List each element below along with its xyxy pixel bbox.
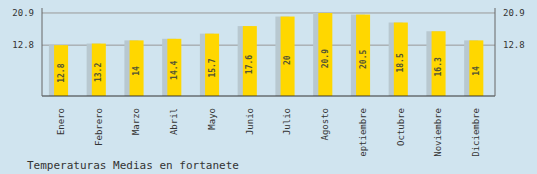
svg-text:Marzo: Marzo	[131, 108, 141, 135]
svg-text:Noviembre: Noviembre	[433, 108, 443, 156]
svg-text:12.8: 12.8	[12, 40, 34, 50]
svg-text:Julio: Julio	[282, 108, 292, 135]
svg-text:18.5: 18.5	[396, 53, 405, 72]
svg-text:15.7: 15.7	[208, 58, 217, 77]
svg-text:14.4: 14.4	[170, 60, 179, 79]
svg-text:17.6: 17.6	[245, 55, 254, 74]
svg-text:20.5: 20.5	[359, 50, 368, 69]
svg-text:Enero: Enero	[56, 108, 66, 135]
svg-text:14: 14	[472, 66, 481, 76]
svg-text:Octubre: Octubre	[396, 108, 406, 146]
svg-text:Agosto: Agosto	[320, 108, 330, 141]
svg-text:14: 14	[132, 66, 141, 76]
svg-text:13.2: 13.2	[94, 63, 103, 82]
svg-text:20: 20	[283, 55, 292, 65]
svg-text:20.9: 20.9	[321, 49, 330, 68]
svg-text:Diciembre: Diciembre	[471, 108, 481, 156]
svg-text:Febrero: Febrero	[94, 108, 104, 146]
svg-text:12.8: 12.8	[57, 63, 66, 82]
html-text:Temperaturas Medias en fortane: Temperaturas Medias en fortanete	[27, 159, 239, 172]
svg-text:16.3: 16.3	[434, 57, 443, 76]
svg-text:12.8: 12.8	[503, 40, 525, 50]
svg-text:Mayo: Mayo	[207, 108, 217, 130]
svg-text:Junio: Junio	[245, 108, 255, 135]
svg-text:Septiembre: Septiembre	[358, 108, 368, 156]
svg-text:Abril: Abril	[169, 108, 179, 135]
svg-text:20.9: 20.9	[12, 8, 34, 18]
svg-text:20.9: 20.9	[503, 8, 525, 18]
